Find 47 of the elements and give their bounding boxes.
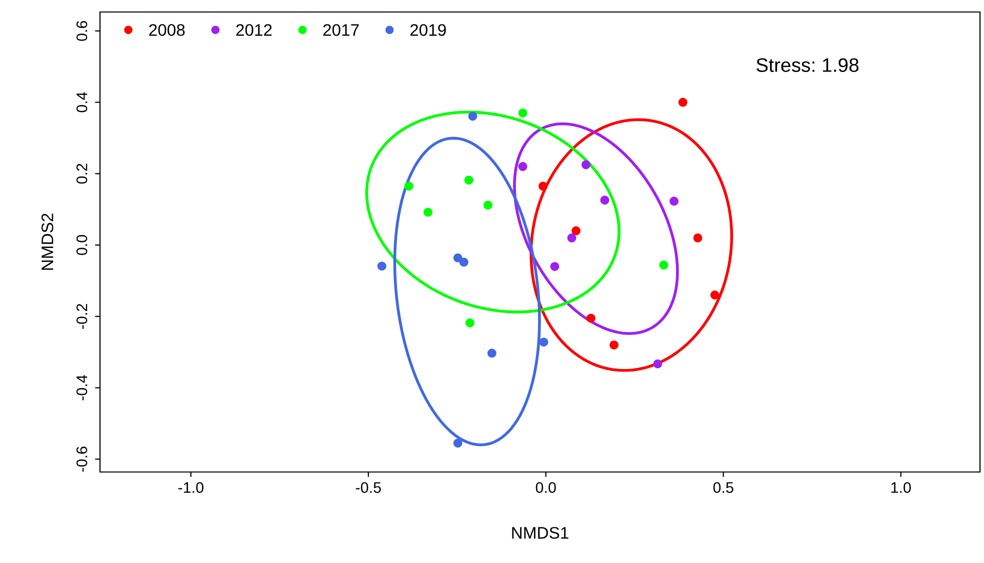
x-tick-label: 0.5 — [713, 482, 734, 493]
legend-label: 2017 — [323, 24, 359, 36]
y-tick-label: 0.2 — [76, 164, 88, 184]
y-tick-label: 0.4 — [76, 92, 88, 112]
point — [586, 314, 596, 323]
point — [600, 196, 610, 205]
point — [464, 176, 474, 185]
point — [465, 318, 474, 328]
y-tick-label: 0.6 — [76, 20, 88, 41]
legend-label: 2008 — [149, 24, 185, 36]
x-tick-label: 0.0 — [536, 482, 556, 493]
x-tick-label: -1.0 — [178, 482, 204, 493]
point — [538, 182, 548, 191]
legend-label: 2012 — [236, 24, 272, 36]
point — [710, 290, 720, 300]
point — [653, 359, 662, 368]
y-axis-title: NMDS2 — [41, 214, 54, 270]
point — [693, 233, 702, 242]
y-tick-label: -0.4 — [76, 375, 88, 400]
y-tick-label: -0.2 — [76, 304, 88, 329]
point — [581, 160, 590, 170]
point — [539, 338, 548, 347]
point — [453, 253, 462, 262]
point — [518, 162, 528, 172]
point — [567, 233, 576, 242]
point — [518, 108, 528, 118]
point — [610, 340, 619, 350]
point — [678, 98, 688, 107]
point — [424, 208, 432, 217]
point — [550, 262, 560, 271]
point — [459, 258, 468, 267]
point — [483, 200, 492, 210]
point — [377, 262, 386, 271]
point — [404, 182, 414, 191]
y-tick-label: -0.6 — [76, 446, 88, 472]
annotation: Stress: 1.98 — [756, 58, 859, 72]
legend-label: 2019 — [410, 24, 446, 36]
y-tick-label: 0.0 — [76, 235, 88, 256]
point — [453, 438, 462, 448]
x-tick-label: 1.0 — [891, 482, 911, 493]
point — [572, 226, 581, 236]
point — [670, 196, 679, 206]
x-tick-label: -0.5 — [356, 482, 381, 493]
x-axis-title: NMDS1 — [512, 526, 568, 539]
point — [468, 112, 478, 121]
point — [487, 348, 496, 358]
point — [659, 260, 668, 270]
